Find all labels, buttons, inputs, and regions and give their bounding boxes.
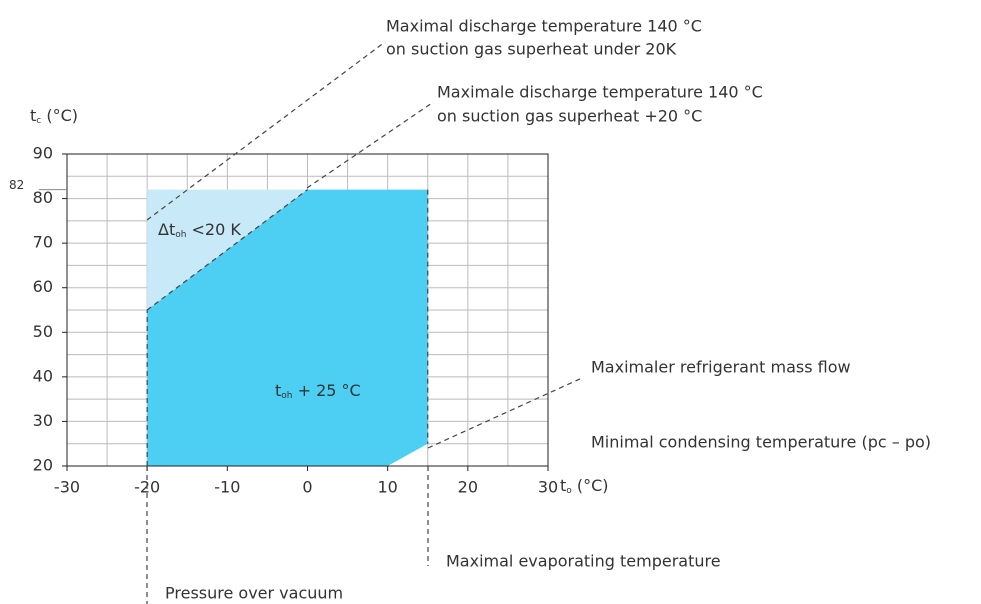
y-axis-label-rest: (°C) xyxy=(41,106,78,125)
y-axis-label-sub: c xyxy=(36,116,41,126)
y-tick-label: 80 xyxy=(33,188,53,207)
region-label: toh + 25 °C xyxy=(275,381,361,401)
y-tick-label: 50 xyxy=(33,322,53,341)
leader-line xyxy=(427,377,583,449)
region-label-sub: oh xyxy=(175,230,186,240)
y-tick-label: 60 xyxy=(33,277,53,296)
x-tick-label: 30 xyxy=(538,478,558,497)
y-tick-label: 70 xyxy=(33,233,53,252)
extension-region xyxy=(147,189,308,310)
region-label-main: t xyxy=(275,381,281,400)
x-tick-label: -10 xyxy=(214,478,240,497)
region-label-sub: oh xyxy=(281,391,292,401)
x-axis-label: to (°C) xyxy=(560,476,609,496)
envelope-region xyxy=(147,189,428,466)
x-axis-label-sub: o xyxy=(566,486,572,496)
leader-line xyxy=(146,41,386,221)
envelope-edge xyxy=(146,189,308,311)
y-tick-label: 90 xyxy=(33,144,53,163)
x-axis-label-main: t xyxy=(560,476,566,495)
y-tick-label: 82 xyxy=(9,178,24,192)
x-tick-label: 10 xyxy=(377,478,397,497)
leader-line xyxy=(306,102,433,189)
annotation: Maximal discharge temperature 140 °C xyxy=(386,17,702,36)
annotation: on suction gas superheat +20 °C xyxy=(437,107,702,126)
annotation: Maximaler refrigerant mass flow xyxy=(591,358,851,377)
leader-lines xyxy=(146,41,583,604)
annotation: on suction gas superheat under 20K xyxy=(386,40,677,59)
y-tick-label: 20 xyxy=(33,456,53,475)
x-tick-label: -30 xyxy=(54,478,80,497)
x-axis-label-rest: (°C) xyxy=(572,476,609,495)
y-axis-label: tc (°C) xyxy=(30,106,78,126)
y-tick-label: 30 xyxy=(33,411,53,430)
annotation: Minimal condensing temperature (pc – po) xyxy=(591,433,931,452)
region-label-main: Δt xyxy=(158,220,175,239)
annotation: Maximal evaporating temperature xyxy=(446,552,721,571)
region-label-rest: + 25 °C xyxy=(293,381,361,400)
annotation: Maximale discharge temperature 140 °C xyxy=(437,83,763,102)
region-label: Δtoh <20 K xyxy=(158,220,241,240)
annotation: Pressure over vacuum xyxy=(165,584,343,603)
region-label-rest: <20 K xyxy=(186,220,241,239)
y-tick-label: 40 xyxy=(33,366,53,385)
x-tick-label: 0 xyxy=(302,478,312,497)
x-tick-label: 20 xyxy=(458,478,478,497)
y-axis-label-main: t xyxy=(30,106,36,125)
